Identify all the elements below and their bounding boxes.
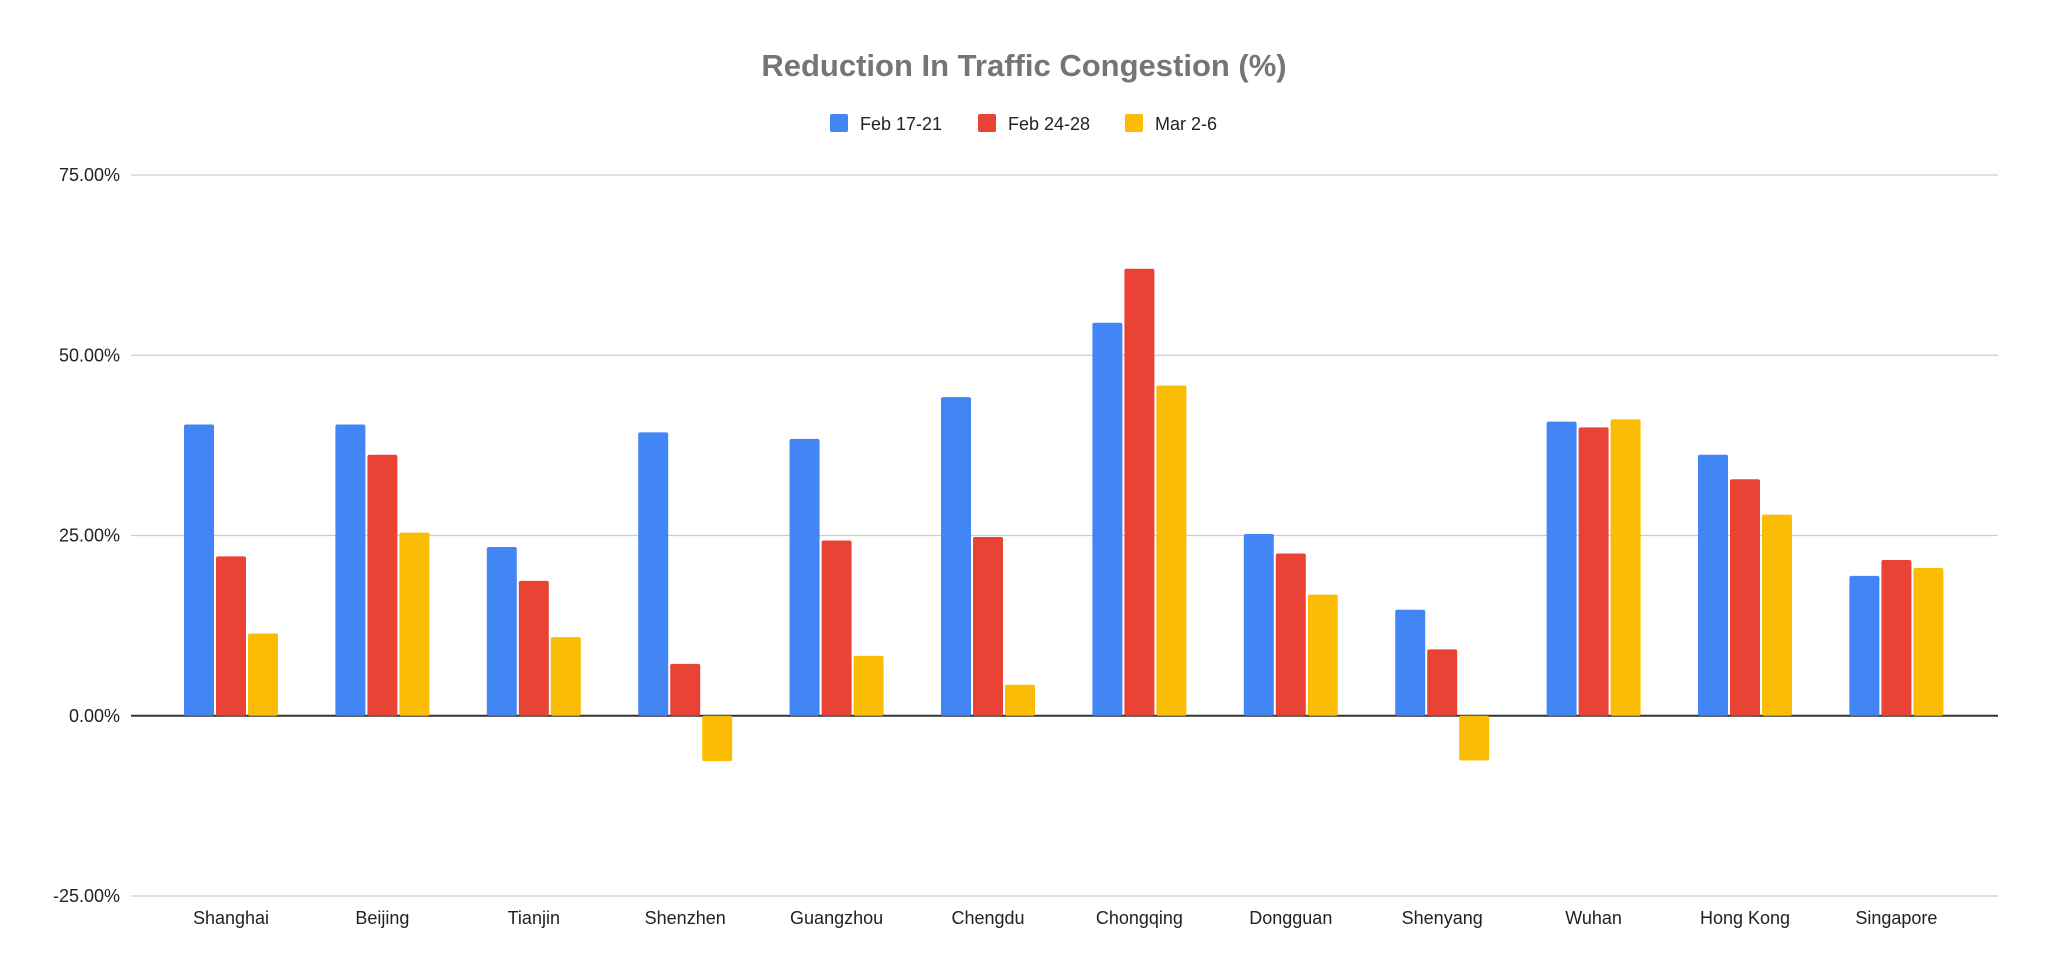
bar-shenyang-series-3 (1459, 715, 1490, 761)
bar-wuhan-series-2 (1578, 427, 1609, 716)
bar-chongqing-series-1 (1092, 322, 1123, 716)
bar-singapore-series-3 (1913, 567, 1944, 716)
bar-hong-kong-series-1 (1698, 454, 1728, 716)
bar-dongguan-series-1 (1243, 534, 1274, 716)
x-tick-label: Guangzhou (790, 908, 883, 928)
bar-shenyang-series-1 (1395, 609, 1426, 716)
x-tick-label: Chongqing (1096, 908, 1183, 928)
bar-shanghai-series-1 (184, 424, 214, 716)
legend-label: Feb 17-21 (860, 114, 942, 134)
bar-tianjin-series-1 (486, 547, 517, 716)
bar-beijing-series-1 (335, 424, 366, 716)
y-tick-label: -25.00% (53, 886, 120, 906)
bar-wuhan-series-3 (1610, 419, 1641, 716)
bar-dongguan-series-2 (1275, 553, 1306, 716)
bar-shanghai-series-3 (248, 633, 278, 716)
bar-chongqing-series-3 (1156, 385, 1187, 716)
bar-dongguan-series-3 (1307, 594, 1338, 716)
y-tick-label: 0.00% (69, 706, 120, 726)
legend-swatch (830, 114, 848, 132)
chart-title: Reduction In Traffic Congestion (%) (761, 48, 1286, 83)
x-tick-label: Shanghai (193, 908, 269, 928)
bar-chengdu-series-1 (941, 397, 971, 716)
bar-singapore-series-2 (1881, 560, 1912, 716)
y-tick-label: 25.00% (59, 526, 120, 546)
gridlines (131, 174, 1998, 897)
y-axis-ticks: 75.00% 50.00% 25.00% 0.00% -25.00% (53, 165, 120, 906)
x-tick-label: Hong Kong (1700, 908, 1790, 928)
bar-singapore-series-1 (1849, 575, 1880, 716)
bar-shenzhen-series-3 (702, 715, 733, 762)
bar-shanghai-series-2 (216, 556, 246, 716)
bar-beijing-series-3 (399, 532, 430, 716)
bar-wuhan-series-1 (1546, 421, 1577, 716)
bar-shenzhen-series-1 (638, 432, 669, 716)
bar-guangzhou-series-1 (789, 438, 820, 716)
bar-hong-kong-series-3 (1762, 514, 1792, 716)
bars (184, 268, 1944, 762)
y-tick-label: 50.00% (59, 345, 120, 365)
bar-chongqing-series-2 (1124, 268, 1155, 716)
bar-guangzhou-series-3 (853, 655, 884, 716)
legend-label: Mar 2-6 (1155, 114, 1217, 134)
legend-swatch (978, 114, 996, 132)
bar-shenyang-series-2 (1427, 649, 1458, 716)
bar-shenzhen-series-2 (670, 663, 701, 716)
y-tick-label: 75.00% (59, 165, 120, 185)
legend-swatch (1125, 114, 1143, 132)
x-tick-label: Tianjin (508, 908, 560, 928)
x-tick-label: Dongguan (1249, 908, 1332, 928)
legend-label: Feb 24-28 (1008, 114, 1090, 134)
x-axis-ticks: Shanghai Beijing Tianjin Shenzhen Guangzhou C… (193, 908, 1937, 928)
x-tick-label: Wuhan (1565, 908, 1622, 928)
bar-hong-kong-series-2 (1730, 479, 1760, 716)
x-tick-label: Shenyang (1402, 908, 1483, 928)
x-tick-label: Beijing (355, 908, 409, 928)
bar-chengdu-series-3 (1005, 684, 1035, 716)
bar-chengdu-series-2 (973, 536, 1003, 716)
x-tick-label: Singapore (1855, 908, 1937, 928)
bar-tianjin-series-2 (518, 580, 549, 716)
x-tick-label: Chengdu (951, 908, 1024, 928)
bar-beijing-series-2 (367, 454, 398, 716)
legend: Feb 17-21 Feb 24-28 Mar 2-6 (830, 114, 1217, 134)
x-tick-label: Shenzhen (645, 908, 726, 928)
bar-tianjin-series-3 (550, 637, 581, 716)
bar-guangzhou-series-2 (821, 540, 852, 716)
